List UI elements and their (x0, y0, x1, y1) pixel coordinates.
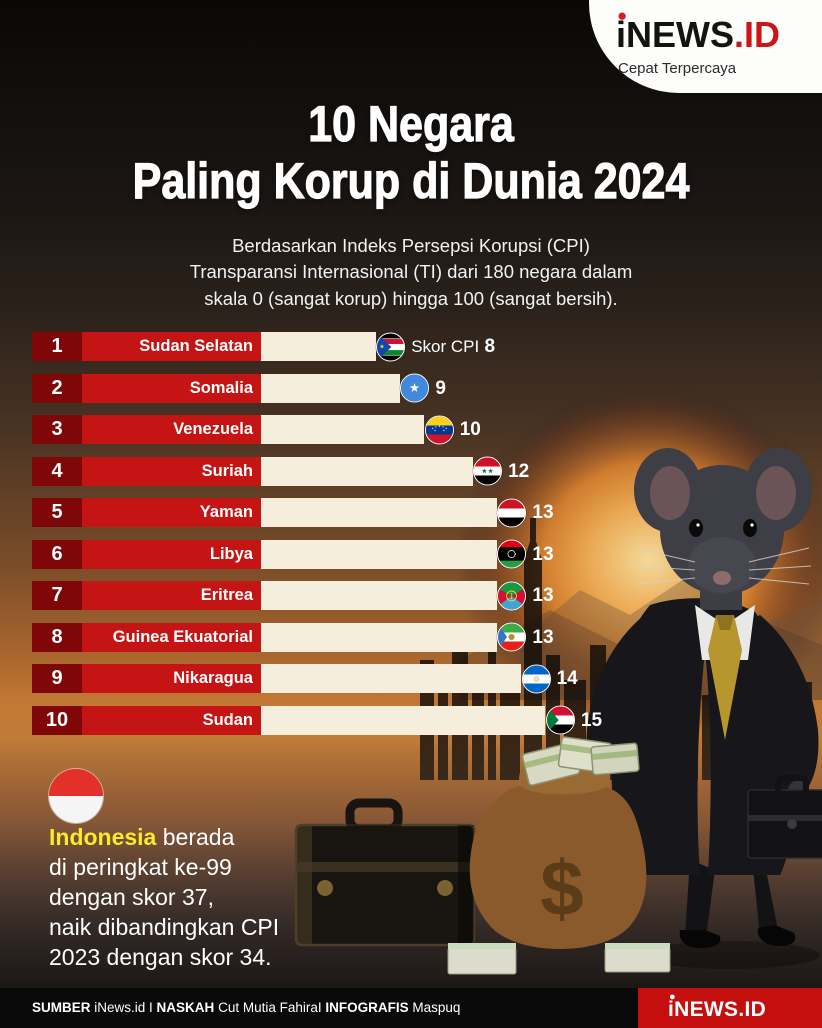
svg-text:$: $ (540, 844, 583, 932)
